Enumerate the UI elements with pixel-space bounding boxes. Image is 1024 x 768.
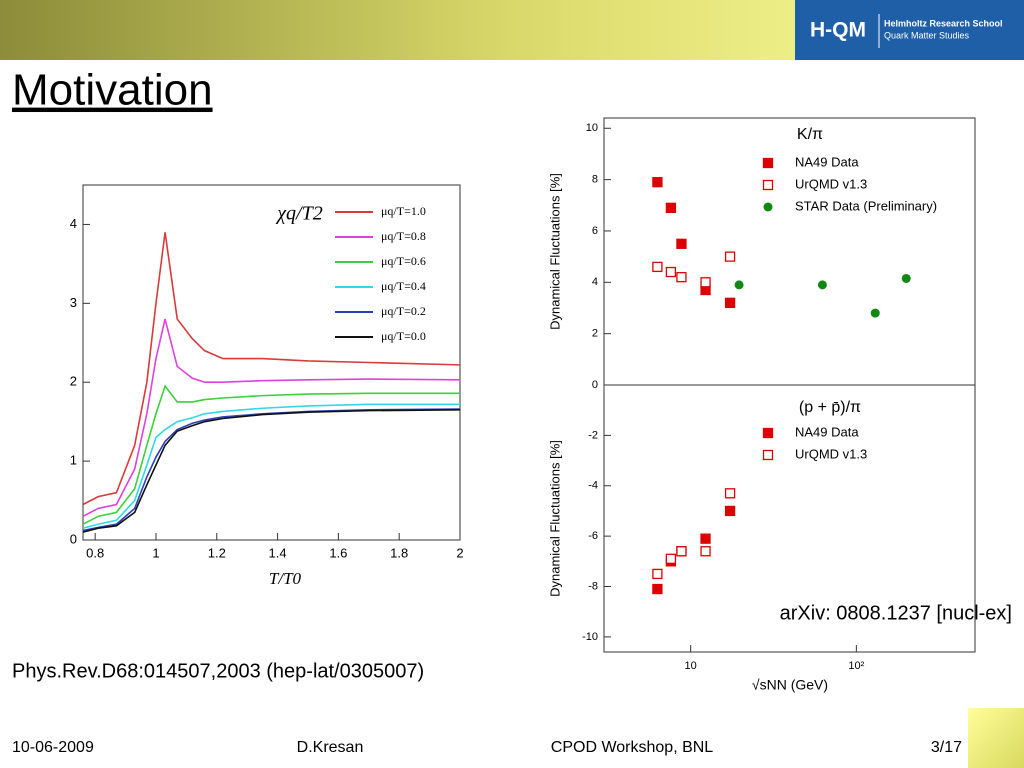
y-tick-label: -6 xyxy=(588,530,598,542)
x-tick-label: 10² xyxy=(848,660,864,672)
legend-swatch xyxy=(762,179,774,191)
y-tick-label: -4 xyxy=(588,480,598,492)
y-tick-label: 6 xyxy=(592,225,598,237)
data-point xyxy=(665,266,677,278)
data-point xyxy=(724,297,736,308)
data-point xyxy=(901,273,911,283)
legend-swatch xyxy=(762,449,774,461)
logo-line2: Quark Matter Studies xyxy=(884,30,970,40)
x-axis-label: T/T0 xyxy=(269,569,302,588)
footer-author: D.Kresan xyxy=(297,739,364,756)
data-point xyxy=(700,277,711,288)
y-tick-label: 1 xyxy=(70,453,77,468)
data-point xyxy=(676,272,687,283)
legend-label: μq/T=0.2 xyxy=(381,304,426,318)
y-tick-label: 0 xyxy=(592,379,598,391)
x-tick-label: 1.4 xyxy=(269,545,287,560)
data-point xyxy=(700,533,711,544)
y-axis-label: Dynamical Fluctuations [%] xyxy=(547,440,562,597)
legend-label: NA49 Data xyxy=(795,424,859,439)
figure-bg xyxy=(540,110,980,670)
series-line xyxy=(82,232,461,506)
data-point xyxy=(665,202,677,214)
data-point xyxy=(652,568,663,580)
series-line xyxy=(82,384,460,525)
legend-label: NA49 Data xyxy=(795,154,859,169)
y-axis-label: Dynamical Fluctuations [%] xyxy=(547,173,562,330)
data-point xyxy=(724,505,736,517)
caption-right: arXiv: 0808.1237 [nucl-ex] xyxy=(780,602,1012,624)
series-line xyxy=(82,403,460,529)
x-tick-label: 1 xyxy=(152,545,159,560)
chart-title: (p + p̄)/π xyxy=(799,399,861,416)
chart-title: K/π xyxy=(797,126,823,143)
y-tick-label: 2 xyxy=(70,374,77,389)
data-point xyxy=(724,488,736,499)
legend-label: μq/T=0.4 xyxy=(381,279,426,293)
x-axis-label: √sNN (GeV) xyxy=(752,677,828,693)
data-point xyxy=(652,177,663,188)
x-tick-label: 0.8 xyxy=(86,545,104,560)
legend-label: μq/T=0.6 xyxy=(381,254,426,268)
data-point xyxy=(870,308,880,318)
data-point xyxy=(734,280,744,290)
footer-date: 10-06-2009 xyxy=(12,739,94,756)
footer-corner xyxy=(968,708,1024,768)
y-tick-label: 8 xyxy=(592,174,598,186)
data-point xyxy=(665,553,677,564)
legend-label: UrQMD v1.3 xyxy=(795,446,867,461)
footer-event: CPOD Workshop, BNL xyxy=(551,739,714,756)
y-tick-label: 4 xyxy=(592,276,598,288)
logo-box xyxy=(795,0,1024,60)
data-point xyxy=(652,583,663,595)
plot-frame xyxy=(82,184,461,541)
y-tick-label: 3 xyxy=(70,295,77,310)
legend-label: μq/T=0.0 xyxy=(381,329,426,343)
data-point xyxy=(676,238,687,249)
caption-left: Phys.Rev.D68:014507,2003 (hep-lat/030500… xyxy=(12,660,424,682)
x-tick-label: 1.6 xyxy=(329,545,347,560)
y-tick-label: 0 xyxy=(70,531,77,546)
slide-title: Motivation xyxy=(12,66,213,115)
logo-line1: Helmholtz Research School xyxy=(884,18,1003,28)
x-tick-label: 10 xyxy=(685,660,697,672)
x-tick-label: 2 xyxy=(456,545,463,560)
data-point xyxy=(724,251,736,262)
data-point xyxy=(652,261,663,273)
data-point xyxy=(700,546,711,557)
y-tick-label: 4 xyxy=(70,216,77,231)
x-tick-label: 1.2 xyxy=(208,545,226,560)
y-tick-label: -10 xyxy=(582,631,598,643)
footer-page: 3/17 xyxy=(931,739,962,756)
y-tick-label: 10 xyxy=(586,122,598,134)
legend-label: STAR Data (Preliminary) xyxy=(795,198,937,213)
legend-swatch xyxy=(762,157,774,169)
series-line xyxy=(82,318,461,518)
y-tick-label: -2 xyxy=(588,429,598,441)
data-point xyxy=(817,280,827,290)
legend-label: μq/T=0.8 xyxy=(381,229,426,243)
y-tick-label: -8 xyxy=(588,580,598,592)
series-line xyxy=(82,409,461,533)
legend-swatch xyxy=(763,202,773,212)
legend-label: UrQMD v1.3 xyxy=(795,176,867,191)
x-tick-label: 1.8 xyxy=(390,545,408,560)
legend-label: μq/T=1.0 xyxy=(381,204,426,218)
chart-title: χq/T2 xyxy=(275,203,322,225)
legend-swatch xyxy=(762,427,774,439)
logo-name: H-QM xyxy=(810,19,866,42)
data-point xyxy=(676,546,687,557)
plot-frame xyxy=(603,384,976,653)
y-tick-label: 2 xyxy=(592,328,598,340)
